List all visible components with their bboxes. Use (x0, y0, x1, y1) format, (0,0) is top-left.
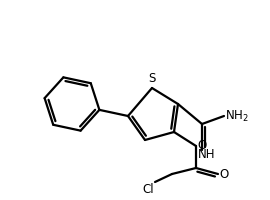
Text: O: O (219, 168, 228, 180)
Text: Cl: Cl (142, 183, 154, 196)
Text: S: S (148, 72, 156, 85)
Text: NH$_2$: NH$_2$ (225, 108, 249, 124)
Text: NH: NH (198, 148, 215, 161)
Text: O: O (197, 139, 207, 152)
